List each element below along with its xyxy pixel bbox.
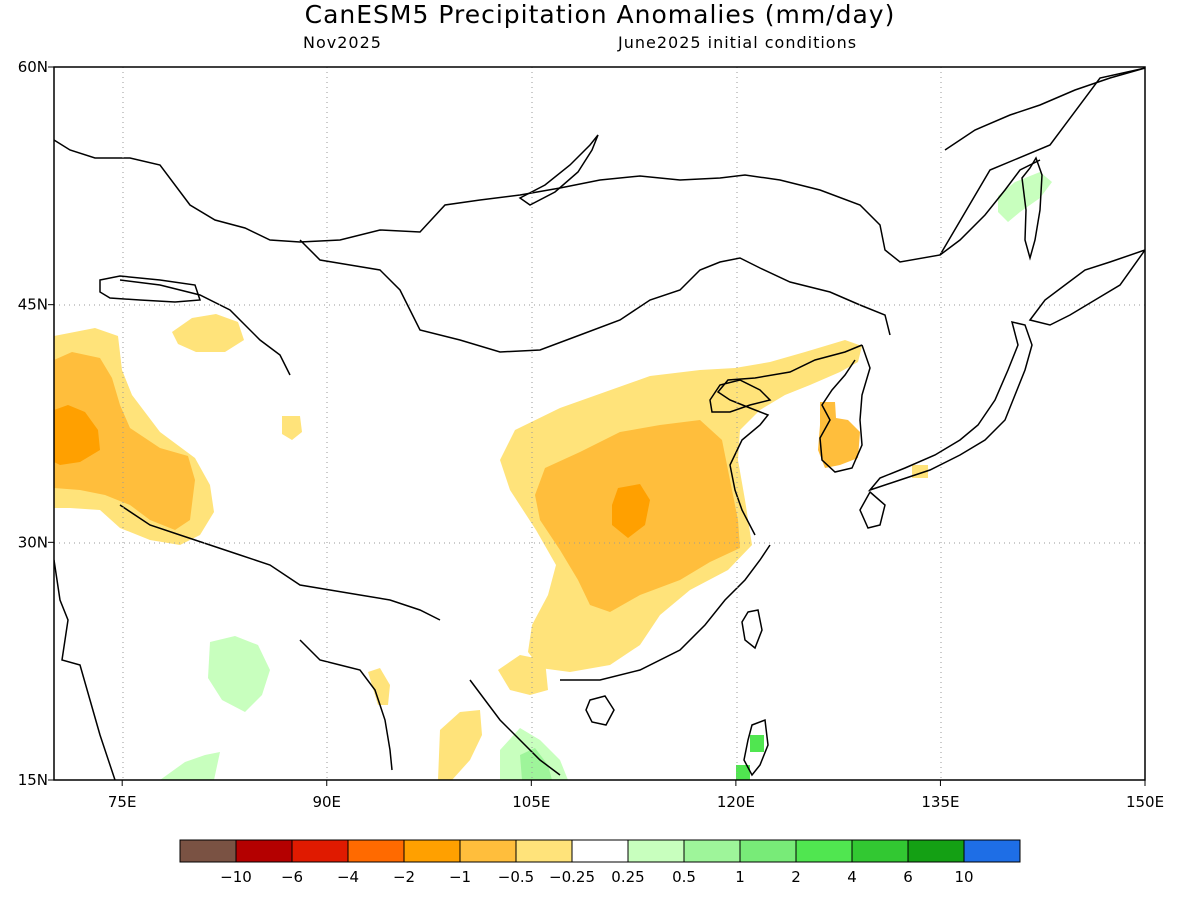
lat-tick-label: 15N [18,771,48,789]
colorbar: −10 −6 −4 −2 −1 −0.5 −0.25 0.25 0.5 1 2 4 6 10 [179,839,1021,886]
colorbar-label: 1 [735,868,745,886]
colorbar-swatch [515,839,573,863]
china-west-border [119,279,291,376]
anomaly-patch-bay [368,668,390,705]
wet-patch-arabian [160,752,220,780]
initial-conditions: June2025 initial conditions [618,33,858,52]
kazakh-lake [99,275,202,303]
colorbar-swatch [963,839,1021,863]
anomaly-region-china-peak [612,484,650,538]
colorbar-swatch [795,839,853,863]
colorbar-swatch [907,839,965,863]
india-coast [54,559,116,780]
colorbar-label: −0.25 [549,868,595,886]
caspian-coast [54,67,1145,263]
wet-patch-philippines [750,735,764,752]
colorbar-label: −10 [220,868,252,886]
russia-far-east-coast [944,67,1145,151]
indochina-coast [469,679,561,776]
colorbar-swatch [347,839,405,863]
lon-tick-label: 150E [1126,793,1164,811]
bohai-coast [709,379,772,413]
colorbar-swatch [683,839,741,863]
colorbar-label: 4 [847,868,857,886]
grid [54,67,1145,780]
russia-coast-mainland [939,159,1041,256]
japan-hokkaido [1028,249,1145,326]
anomaly-patch-burma [438,710,482,780]
colorbar-swatch [459,839,517,863]
wet-patch-philippines-2 [736,765,750,780]
colorbar-label: −0.5 [498,868,534,886]
colorbar-swatch [403,839,461,863]
china-east-coast [716,344,863,536]
map-frame [53,66,1146,781]
colorbar-swatch [235,839,293,863]
luzon-island [743,718,769,777]
colorbar-label: −4 [337,868,359,886]
japan-honshu [867,320,1033,492]
india-east-coast [299,639,393,771]
lat-tick-label: 45N [18,296,48,314]
south-china-coast [560,544,771,681]
colorbar-swatch [179,839,237,863]
colorbar-label: 6 [903,868,913,886]
anomaly-patch-korea [818,402,860,468]
wet-patch-indochina-2 [520,748,552,780]
anomaly-region-west-core [54,352,195,530]
anomaly-patch-southchina [498,655,548,695]
colorbar-swatch [291,839,349,863]
colorbar-label: −1 [449,868,471,886]
lat-tick-label: 30N [18,533,48,551]
coastlines [54,67,1145,780]
korea-coast [819,344,871,473]
lon-tick-label: 120E [717,793,755,811]
himalaya-border [119,504,441,621]
colorbar-swatch [739,839,797,863]
colorbar-swatch [627,839,685,863]
colorbar-label: −6 [281,868,303,886]
wet-patch-india [208,636,270,712]
colorbar-swatch [571,839,629,863]
colorbar-label: −2 [393,868,415,886]
mongolia-border [299,239,891,353]
anomaly-shading [54,172,1052,780]
lon-tick-label: 90E [312,793,341,811]
baikal-lake [518,134,599,206]
lat-tick-label: 60N [18,58,48,76]
axis-ticks: 75E 90E 105E 120E 135E 150E 60N 45N 30N 15N [18,58,1164,811]
map-title: CanESM5 Precipitation Anomalies (mm/day) [304,0,896,29]
colorbar-label: 10 [954,868,973,886]
anomaly-patch-aral [172,314,244,352]
anomaly-patch-tienshan [282,416,302,440]
valid-month: Nov2025 [303,33,382,52]
lon-tick-label: 75E [108,793,137,811]
lon-tick-label: 105E [512,793,550,811]
colorbar-label: 2 [791,868,801,886]
lon-tick-label: 135E [921,793,959,811]
taiwan-island [741,609,763,650]
japan-kyushu [859,490,886,529]
hainan-island [585,695,615,726]
colorbar-label: 0.25 [611,868,644,886]
colorbar-swatch [851,839,909,863]
anomaly-region-west-deep [54,405,100,465]
colorbar-label: 0.5 [672,868,696,886]
